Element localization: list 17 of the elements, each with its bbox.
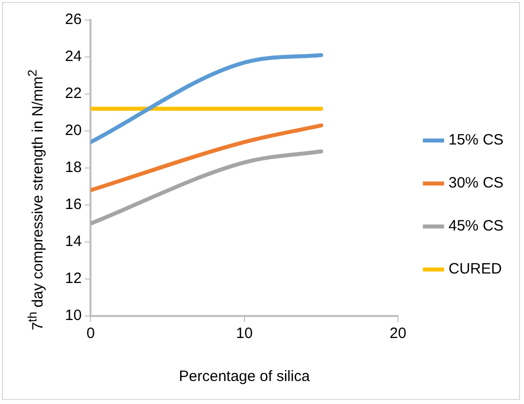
y-tick-label: 24 <box>64 48 82 66</box>
y-tick-label: 10 <box>64 307 82 324</box>
legend-label: CURED <box>448 260 502 278</box>
legend-label: 45% CS <box>448 218 504 235</box>
y-tick-label: 14 <box>64 233 82 250</box>
x-tick-label: 0 <box>86 325 95 342</box>
y-tick-label: 16 <box>64 196 82 214</box>
x-tick-label: 20 <box>390 325 406 342</box>
y-tick-label: 18 <box>64 159 82 176</box>
y-tick-label: 22 <box>64 85 82 102</box>
x-tick-label: 10 <box>236 325 253 342</box>
legend-label: 15% CS <box>448 132 504 149</box>
x-axis-title: Percentage of silica <box>178 368 310 386</box>
y-tick-label: 26 <box>64 11 82 28</box>
y-tick-label: 20 <box>64 122 82 140</box>
legend-label: 30% CS <box>448 174 504 192</box>
y-tick-label: 12 <box>64 270 82 288</box>
